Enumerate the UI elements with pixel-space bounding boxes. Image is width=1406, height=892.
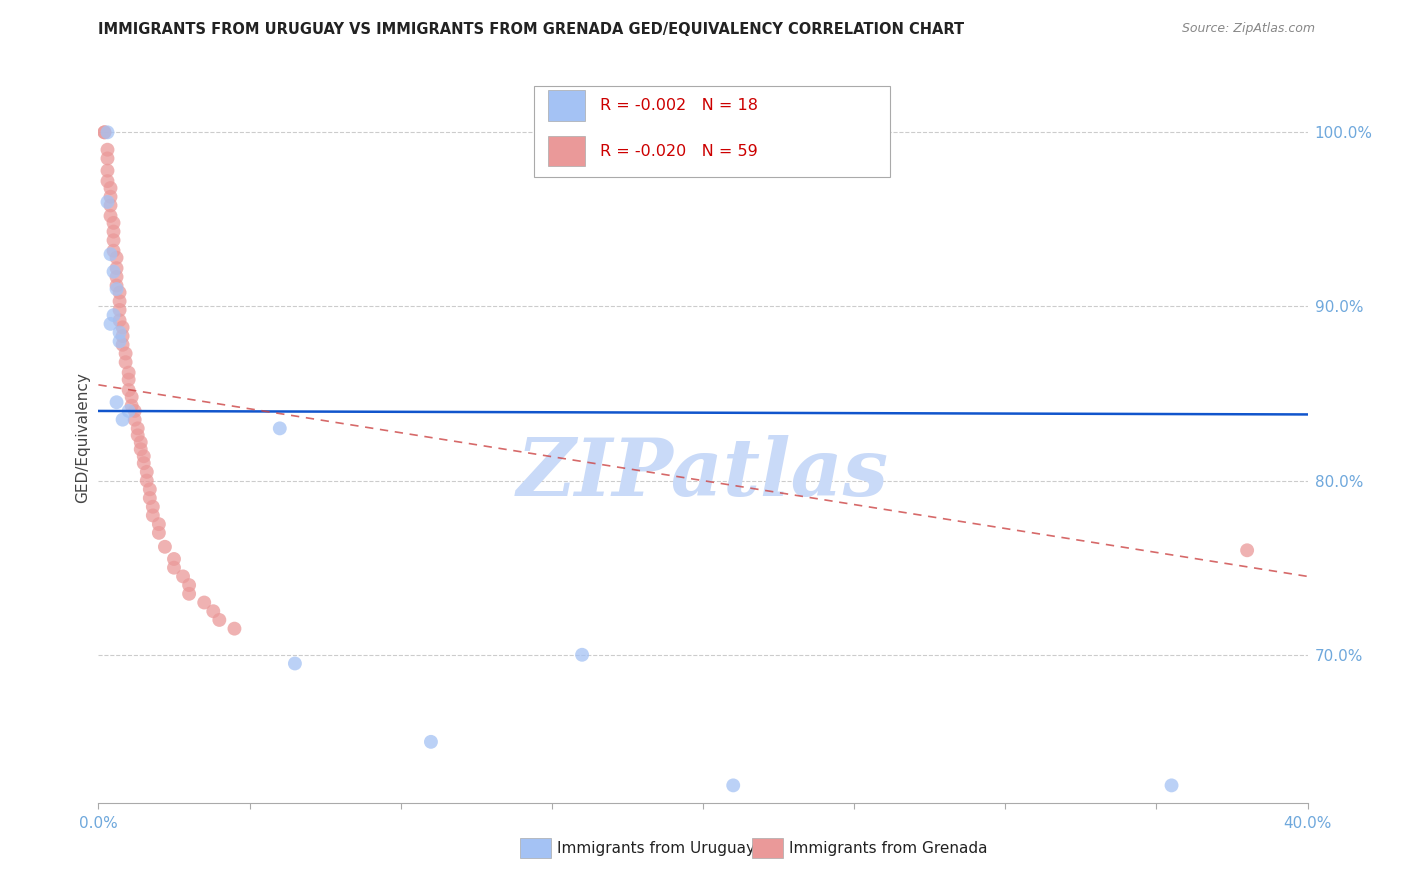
Point — [105, 251, 128, 265]
Point — [103, 244, 125, 258]
Point — [121, 399, 143, 413]
Point — [96, 125, 118, 139]
Point — [127, 428, 149, 442]
FancyBboxPatch shape — [534, 86, 890, 178]
Point — [108, 302, 131, 317]
Point — [96, 152, 118, 166]
Point — [142, 500, 165, 514]
Point — [153, 540, 176, 554]
Text: Immigrants from Grenada: Immigrants from Grenada — [789, 841, 987, 855]
Point — [148, 517, 170, 532]
Point — [135, 465, 157, 479]
Point — [100, 209, 122, 223]
Point — [129, 442, 152, 457]
Point — [179, 587, 201, 601]
FancyBboxPatch shape — [548, 136, 585, 167]
Point — [105, 282, 128, 296]
Point — [118, 383, 141, 397]
Point — [108, 294, 131, 309]
Point — [100, 190, 122, 204]
Text: R = -0.020   N = 59: R = -0.020 N = 59 — [600, 144, 758, 159]
Point — [93, 125, 115, 139]
Point — [284, 657, 307, 671]
Point — [129, 435, 152, 450]
Point — [103, 265, 125, 279]
Point — [118, 366, 141, 380]
Text: Immigrants from Uruguay: Immigrants from Uruguay — [557, 841, 755, 855]
Point — [108, 334, 131, 349]
Point — [139, 483, 162, 497]
Point — [124, 412, 146, 426]
Point — [105, 261, 128, 276]
Point — [135, 474, 157, 488]
Text: ZIPatlas: ZIPatlas — [517, 435, 889, 512]
Point — [111, 320, 134, 334]
Point — [121, 390, 143, 404]
Point — [179, 578, 201, 592]
Text: 0.0%: 0.0% — [79, 816, 118, 831]
Point — [132, 449, 155, 463]
Point — [105, 269, 128, 284]
Point — [139, 491, 162, 505]
Point — [100, 181, 122, 195]
Point — [118, 404, 141, 418]
Text: IMMIGRANTS FROM URUGUAY VS IMMIGRANTS FROM GRENADA GED/EQUIVALENCY CORRELATION C: IMMIGRANTS FROM URUGUAY VS IMMIGRANTS FR… — [98, 22, 965, 37]
Point — [127, 421, 149, 435]
Point — [108, 285, 131, 300]
Point — [1236, 543, 1258, 558]
Point — [96, 194, 118, 209]
Text: Source: ZipAtlas.com: Source: ZipAtlas.com — [1181, 22, 1315, 36]
Point — [571, 648, 593, 662]
Point — [142, 508, 165, 523]
Point — [124, 404, 146, 418]
Point — [420, 735, 443, 749]
Point — [163, 552, 186, 566]
Point — [269, 421, 291, 435]
Point — [132, 456, 155, 470]
Point — [100, 317, 122, 331]
Point — [114, 346, 136, 360]
Y-axis label: GED/Equivalency: GED/Equivalency — [75, 372, 90, 502]
Point — [96, 174, 118, 188]
Point — [103, 308, 125, 322]
Point — [111, 329, 134, 343]
Point — [105, 395, 128, 409]
Point — [96, 163, 118, 178]
Point — [103, 233, 125, 247]
Point — [148, 525, 170, 540]
Point — [108, 313, 131, 327]
Point — [1160, 778, 1182, 792]
Point — [100, 247, 122, 261]
Point — [103, 225, 125, 239]
Point — [723, 778, 745, 792]
Text: R = -0.002   N = 18: R = -0.002 N = 18 — [600, 98, 758, 113]
Point — [224, 622, 246, 636]
Point — [111, 412, 134, 426]
Point — [100, 198, 122, 212]
Point — [93, 125, 115, 139]
Point — [111, 338, 134, 352]
Point — [172, 569, 194, 583]
Point — [105, 278, 128, 293]
Point — [96, 143, 118, 157]
Point — [193, 595, 215, 609]
Point — [114, 355, 136, 369]
Point — [103, 216, 125, 230]
Point — [108, 326, 131, 340]
Point — [163, 560, 186, 574]
Point — [118, 373, 141, 387]
Text: 40.0%: 40.0% — [1284, 816, 1331, 831]
Point — [202, 604, 225, 618]
FancyBboxPatch shape — [548, 90, 585, 120]
Point — [208, 613, 231, 627]
